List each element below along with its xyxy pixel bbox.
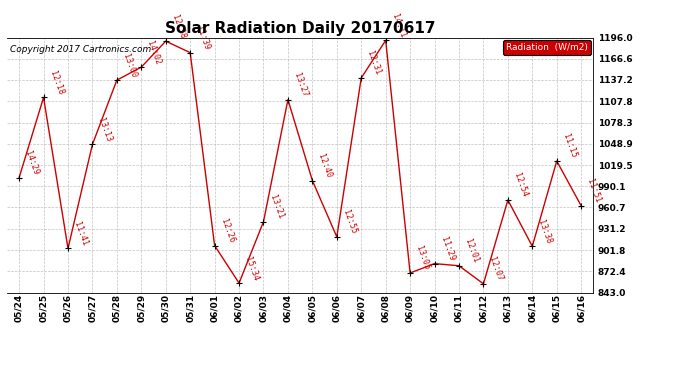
Text: 11:39: 11:39 (195, 25, 211, 51)
Text: 12:38: 12:38 (170, 13, 187, 40)
Text: 15:34: 15:34 (243, 255, 260, 282)
Text: 12:40: 12:40 (317, 153, 333, 179)
Text: 12:18: 12:18 (48, 69, 65, 96)
Text: 11:15: 11:15 (561, 133, 578, 160)
Text: 13:00: 13:00 (121, 52, 138, 79)
Text: 13:05: 13:05 (414, 245, 431, 272)
Title: Solar Radiation Daily 20170617: Solar Radiation Daily 20170617 (165, 21, 435, 36)
Text: 12:55: 12:55 (341, 209, 358, 236)
Text: 12:07: 12:07 (488, 256, 504, 282)
Text: 11:41: 11:41 (72, 220, 89, 247)
Text: 11:29: 11:29 (439, 236, 455, 262)
Text: 12:54: 12:54 (512, 172, 529, 199)
Text: 12:31: 12:31 (366, 50, 382, 76)
Text: 13:27: 13:27 (292, 72, 309, 98)
Text: 14:29: 14:29 (23, 150, 40, 176)
Text: 11:51: 11:51 (585, 178, 602, 204)
Legend: Radiation  (W/m2): Radiation (W/m2) (504, 40, 591, 55)
Text: Copyright 2017 Cartronics.com: Copyright 2017 Cartronics.com (10, 45, 151, 54)
Text: 13:13: 13:13 (97, 117, 114, 143)
Text: 13:38: 13:38 (536, 218, 553, 245)
Text: 14:02: 14:02 (146, 39, 162, 66)
Text: 13:21: 13:21 (268, 194, 285, 220)
Text: 12:01: 12:01 (463, 238, 480, 264)
Text: 14:11: 14:11 (390, 12, 407, 39)
Text: 12:26: 12:26 (219, 217, 236, 244)
